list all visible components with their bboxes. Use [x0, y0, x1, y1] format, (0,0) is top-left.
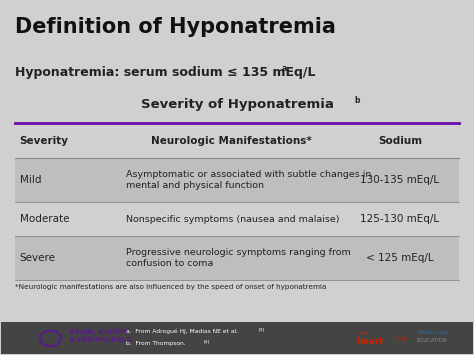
- Text: Neurologic Manifestations*: Neurologic Manifestations*: [151, 136, 311, 146]
- Bar: [15, 125, 459, 158]
- Text: Asymptomatic or associated with subtle changes in
mental and physical function: Asymptomatic or associated with subtle c…: [126, 170, 371, 190]
- Text: Medscape: Medscape: [417, 330, 448, 335]
- Text: a.  From Adrogué HJ, Madias NE et al.: a. From Adrogué HJ, Madias NE et al.: [126, 329, 238, 334]
- Text: BRAIN, KIDNEY
& PERIPHERALS: BRAIN, KIDNEY & PERIPHERALS: [69, 329, 131, 343]
- Bar: [0, 322, 474, 354]
- Text: Nonspecific symptoms (nausea and malaise): Nonspecific symptoms (nausea and malaise…: [126, 214, 339, 224]
- Bar: [15, 202, 459, 236]
- Text: 125-130 mEq/L: 125-130 mEq/L: [361, 214, 439, 224]
- Text: Severity of Hyponatremia: Severity of Hyponatremia: [141, 98, 333, 111]
- Text: *Neurologic manifestations are also influenced by the speed of onset of hyponatr: *Neurologic manifestations are also infl…: [15, 284, 326, 290]
- Text: [4]: [4]: [204, 339, 210, 343]
- Bar: [15, 158, 459, 202]
- Text: b.  From Thompson.: b. From Thompson.: [126, 341, 185, 346]
- Text: the: the: [360, 331, 369, 336]
- Text: [3]: [3]: [258, 327, 264, 331]
- Text: Hyponatremia: serum sodium ≤ 135 mEq/L: Hyponatremia: serum sodium ≤ 135 mEq/L: [15, 66, 315, 79]
- Bar: [15, 236, 459, 280]
- Text: Definition of Hyponatremia: Definition of Hyponatremia: [15, 17, 336, 37]
- Text: a: a: [282, 64, 287, 73]
- Text: Severity: Severity: [19, 136, 69, 146]
- Text: Moderate: Moderate: [19, 214, 69, 224]
- Text: heart: heart: [356, 337, 384, 346]
- Text: < 125 mEq/L: < 125 mEq/L: [366, 253, 434, 263]
- Text: Severe: Severe: [19, 253, 55, 263]
- Text: Mild: Mild: [19, 175, 41, 185]
- Text: b: b: [354, 96, 360, 105]
- Text: Progressive neurologic symptoms ranging from
confusion to coma: Progressive neurologic symptoms ranging …: [126, 248, 351, 268]
- Text: 130-135 mEq/L: 130-135 mEq/L: [361, 175, 439, 185]
- Text: Sodium: Sodium: [378, 136, 422, 146]
- Text: .org: .org: [393, 335, 405, 340]
- Text: EDUCATION: EDUCATION: [417, 338, 447, 343]
